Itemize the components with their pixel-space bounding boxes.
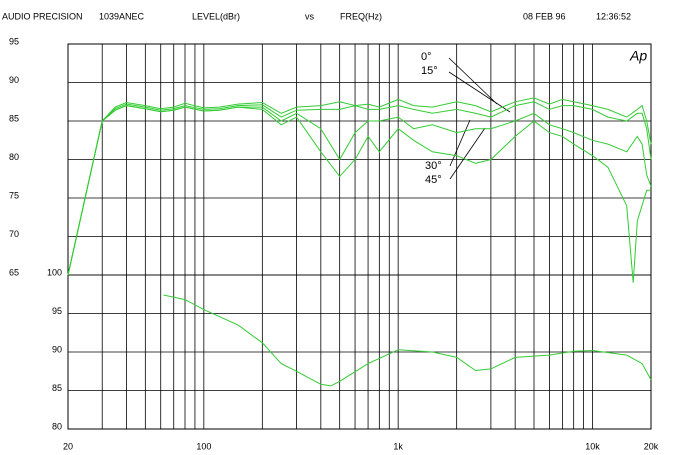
y-tick-label: 75 (9, 190, 19, 200)
series-label: 45° (425, 174, 442, 186)
y-tick-label: 90 (9, 75, 19, 85)
series-label: 30° (425, 160, 442, 172)
header-id: 1039ANEC (99, 11, 145, 21)
header-x-label: FREQ(Hz) (340, 11, 382, 21)
y-tick-label: 95 (9, 36, 19, 46)
logo: Ap (629, 48, 647, 64)
leader (448, 71, 511, 113)
header-vs: vs (305, 11, 315, 21)
x-tick-label: 20 (63, 441, 73, 451)
header-date: 08 FEB 96 (523, 11, 566, 21)
header-time: 12:36:52 (596, 11, 631, 21)
y-tick-label: 80 (9, 152, 19, 162)
y-tick-label: 65 (9, 267, 19, 277)
header-maker: AUDIO PRECISION (2, 11, 83, 21)
series-line (67, 101, 652, 276)
y2-tick-label: 85 (52, 383, 62, 393)
leader (449, 119, 471, 167)
series-line (163, 294, 652, 387)
series-line (67, 105, 651, 283)
series-label: 0° (421, 51, 432, 63)
x-tick-label: 20k (644, 441, 659, 451)
series-label: 15° (421, 65, 438, 77)
x-tick-label: 100 (196, 441, 211, 451)
plot-frame (67, 43, 652, 430)
header-y-label: LEVEL(dBr) (192, 11, 240, 21)
y2-tick-label: 80 (52, 421, 62, 431)
y-tick-label: 85 (9, 113, 19, 123)
y-tick-label: 70 (9, 229, 19, 239)
series-line (67, 97, 652, 276)
y2-tick-label: 95 (52, 306, 62, 316)
x-tick-label: 10k (585, 441, 600, 451)
leader (449, 127, 486, 180)
y2-tick-label: 100 (47, 267, 62, 277)
y2-tick-label: 90 (52, 344, 62, 354)
x-tick-label: 1k (393, 441, 403, 451)
